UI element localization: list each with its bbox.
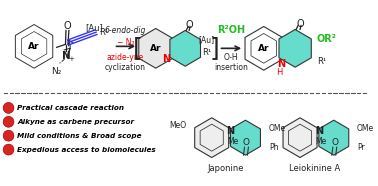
Text: [Au]: [Au] bbox=[85, 23, 103, 32]
Text: N: N bbox=[162, 54, 170, 64]
Text: R¹: R¹ bbox=[202, 48, 211, 57]
Text: N: N bbox=[315, 126, 323, 136]
Polygon shape bbox=[279, 29, 311, 67]
Text: O: O bbox=[64, 20, 71, 31]
Text: O-H: O-H bbox=[224, 53, 239, 62]
Text: O: O bbox=[331, 138, 338, 147]
Text: +: + bbox=[68, 56, 74, 62]
Circle shape bbox=[3, 130, 14, 141]
Polygon shape bbox=[170, 31, 200, 66]
Text: Me: Me bbox=[315, 137, 327, 146]
Text: Expedious access to biomolecules: Expedious access to biomolecules bbox=[17, 147, 156, 153]
Text: Practical cascade reaction: Practical cascade reaction bbox=[17, 105, 124, 111]
Text: Leiokinine A: Leiokinine A bbox=[288, 164, 340, 173]
Text: R¹: R¹ bbox=[99, 28, 108, 37]
Polygon shape bbox=[319, 120, 349, 155]
Text: Ar: Ar bbox=[150, 44, 161, 53]
Text: R²OH: R²OH bbox=[217, 25, 245, 36]
Text: Japonine: Japonine bbox=[208, 164, 244, 173]
Polygon shape bbox=[231, 120, 260, 155]
Text: Me: Me bbox=[227, 137, 238, 146]
Text: OR²: OR² bbox=[317, 34, 337, 44]
Text: MeO: MeO bbox=[169, 121, 186, 130]
Text: 6-endo-dig: 6-endo-dig bbox=[105, 26, 146, 35]
Text: N: N bbox=[277, 59, 285, 68]
Text: H: H bbox=[276, 68, 282, 77]
Text: [Au]: [Au] bbox=[199, 35, 215, 44]
Text: OMe: OMe bbox=[357, 124, 374, 133]
Text: Alkyne as carbene precursor: Alkyne as carbene precursor bbox=[17, 119, 135, 125]
Text: Mild conditions & Broad scope: Mild conditions & Broad scope bbox=[17, 133, 142, 139]
Polygon shape bbox=[139, 28, 173, 68]
Text: − N₂: − N₂ bbox=[116, 38, 134, 47]
Text: R¹: R¹ bbox=[317, 57, 326, 66]
Text: [: [ bbox=[133, 36, 143, 60]
Text: Ar: Ar bbox=[28, 42, 40, 51]
Text: cyclization: cyclization bbox=[105, 63, 146, 72]
Text: ]: ] bbox=[210, 36, 220, 60]
Text: N: N bbox=[226, 126, 235, 136]
Text: O: O bbox=[185, 20, 193, 30]
Text: N₂: N₂ bbox=[51, 67, 62, 76]
Text: O: O bbox=[296, 19, 304, 28]
Text: Ar: Ar bbox=[258, 44, 270, 53]
Text: O: O bbox=[243, 138, 250, 147]
Circle shape bbox=[3, 144, 14, 155]
Text: azide-yne: azide-yne bbox=[107, 53, 144, 62]
Polygon shape bbox=[283, 118, 317, 158]
Circle shape bbox=[3, 116, 14, 127]
Text: Pr: Pr bbox=[357, 143, 365, 152]
Text: insertion: insertion bbox=[214, 63, 248, 72]
Polygon shape bbox=[195, 118, 229, 158]
Text: OMe: OMe bbox=[269, 124, 286, 133]
Circle shape bbox=[3, 102, 14, 113]
Text: Ph: Ph bbox=[269, 143, 278, 152]
Text: N: N bbox=[62, 51, 71, 61]
